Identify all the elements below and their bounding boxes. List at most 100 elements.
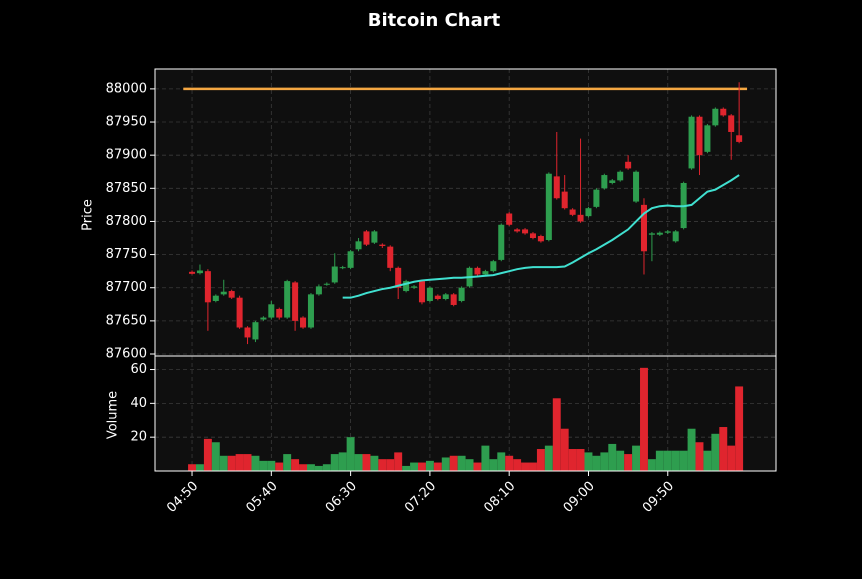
candle-body [609, 180, 616, 184]
candle-body [561, 191, 568, 209]
candle-body [648, 233, 655, 235]
candle-body [704, 125, 711, 152]
volume-bar [719, 427, 728, 471]
candle-body [411, 286, 418, 288]
candle-body [633, 171, 640, 202]
volume-bar [227, 455, 236, 471]
volume-bar [608, 443, 617, 471]
volume-bar [338, 452, 347, 471]
volume-bar [687, 428, 696, 471]
candle-body [585, 208, 592, 217]
candle-body [220, 291, 227, 295]
candle-body [593, 189, 600, 207]
volume-axis-label: Volume [106, 391, 121, 439]
volume-bar [727, 445, 736, 471]
candle-body [522, 229, 529, 234]
candle-body [276, 308, 283, 318]
volume-frame [154, 355, 777, 472]
volume-bar [291, 459, 300, 471]
volume-bar [457, 455, 466, 471]
candle-body [490, 261, 497, 272]
volume-bar [576, 449, 585, 471]
volume-bar [386, 459, 395, 471]
volume-bar [663, 450, 672, 471]
candle-body [355, 241, 362, 250]
candle-body [426, 287, 433, 301]
candle-body [712, 108, 719, 126]
volume-bar [433, 462, 442, 471]
volume-bar [306, 464, 315, 471]
y-tick-label: 87700 [106, 280, 147, 295]
candle-body [434, 295, 441, 299]
chart-title: Bitcoin Chart [368, 10, 501, 31]
candle-body [307, 294, 314, 328]
volume-bar [235, 454, 244, 471]
y-tick-label: 87950 [106, 115, 147, 130]
candle-body [720, 108, 727, 116]
candle-body [474, 267, 481, 275]
volume-bar [505, 455, 514, 471]
volume-bar [465, 459, 474, 471]
moving-average [342, 174, 740, 299]
price-panel [155, 69, 776, 356]
volume-bar [219, 455, 228, 471]
y-tick-label: 40 [130, 396, 147, 411]
candle-body [728, 115, 735, 132]
y-tick-label: 87850 [106, 181, 147, 196]
volume-bar [679, 450, 688, 471]
y-tick-label: 87600 [106, 347, 147, 362]
volume-bar [647, 459, 656, 471]
candle-body [300, 317, 307, 328]
candle-body [260, 317, 267, 320]
volume-bar [370, 455, 379, 471]
volume-bar [330, 454, 339, 471]
volume-bar [703, 450, 712, 471]
volume-bar [489, 459, 498, 471]
y-tick-label: 60 [130, 362, 147, 377]
volume-bar [735, 386, 744, 471]
candle-body [347, 251, 354, 268]
volume-bar [418, 462, 426, 471]
volume-bar [481, 445, 490, 471]
volume-bar [354, 454, 363, 471]
volume-bar [671, 450, 680, 471]
candle-body [688, 116, 695, 169]
volume-bar [322, 464, 331, 471]
volume-bar [521, 462, 530, 471]
volume-bar [299, 464, 307, 471]
volume-bar [195, 464, 204, 471]
candle-body [315, 286, 322, 295]
volume-bar [560, 428, 569, 471]
volume-bar [513, 459, 522, 471]
volume-bar [267, 460, 276, 471]
candle-body [371, 231, 378, 243]
volume-bar [632, 445, 641, 471]
volume-bar [624, 454, 633, 471]
volume-bar [449, 455, 458, 471]
candle-body [379, 244, 386, 246]
volume-bar [314, 465, 323, 471]
volume-bar [695, 442, 704, 471]
volume-bar [394, 452, 403, 471]
volume-bar [584, 452, 593, 471]
candle-body [545, 173, 552, 241]
candle-body [664, 231, 671, 233]
volume-bar [616, 450, 625, 471]
volume-bar [283, 454, 292, 471]
candle-body [228, 291, 235, 298]
candle-body [601, 175, 608, 189]
volume-bar [362, 454, 371, 471]
volume-bar [592, 455, 601, 471]
volume-bar [640, 367, 648, 471]
candle-body [537, 236, 544, 242]
volume-bar [203, 438, 212, 471]
candle-body [212, 295, 219, 301]
volume-bar [441, 457, 450, 471]
candle-body [498, 224, 505, 260]
candle-body [529, 233, 536, 239]
candle-body [189, 271, 196, 274]
candle-body [656, 232, 663, 235]
volume-bar [275, 462, 284, 471]
candle-body [196, 270, 203, 274]
